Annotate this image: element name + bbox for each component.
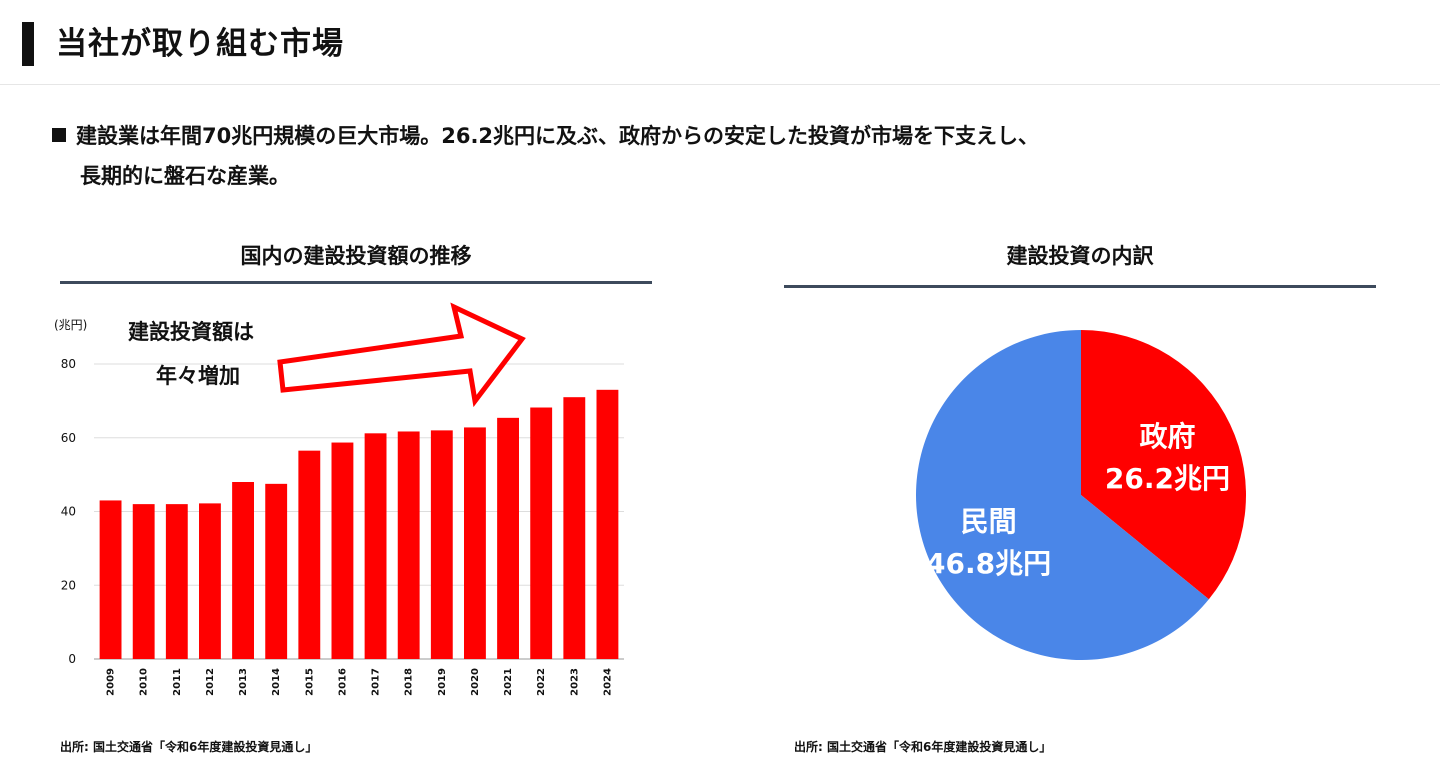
bar-2020 xyxy=(464,427,486,659)
growth-arrow-icon xyxy=(277,302,526,408)
x-tick-label: 2014 xyxy=(271,668,282,696)
bar-2019 xyxy=(430,430,453,659)
bar-2016 xyxy=(331,442,354,659)
x-tick-label: 2020 xyxy=(470,668,481,696)
x-tick-label: 2017 xyxy=(371,668,382,696)
bar-2009 xyxy=(99,500,122,659)
lead-text: 建設業は年間70兆円規模の巨大市場。26.2兆円に及ぶ、政府からの安定した投資が… xyxy=(52,116,1039,196)
annotation-line-2: 年々増加 xyxy=(156,364,240,388)
y-tick-label: 20 xyxy=(61,578,76,592)
x-tick-label: 2011 xyxy=(172,668,183,696)
x-tick-label: 2012 xyxy=(205,668,216,696)
bar-2013 xyxy=(232,482,254,659)
x-tick-label: 2016 xyxy=(337,668,348,696)
bullet-square-icon xyxy=(52,128,66,142)
bar-2023 xyxy=(563,397,586,659)
bar-2018 xyxy=(397,431,420,659)
bar-chart-title-rule xyxy=(60,281,652,284)
x-tick-label: 2013 xyxy=(238,668,249,696)
bar-2012 xyxy=(199,503,221,659)
x-tick-label: 2019 xyxy=(437,668,448,696)
pie-label-value: 26.2兆円 xyxy=(1105,462,1230,495)
pie-chart-title-rule xyxy=(784,285,1376,288)
lead-line-2: 長期的に盤石な産業。 xyxy=(80,164,290,188)
pie-slice-private xyxy=(915,329,1209,660)
y-tick-label: 60 xyxy=(61,431,76,445)
x-tick-label: 2024 xyxy=(602,668,613,696)
page-title: 当社が取り組む市場 xyxy=(56,26,344,62)
x-tick-label: 2009 xyxy=(106,668,117,696)
x-tick-label: 2023 xyxy=(569,668,580,696)
bar-2014 xyxy=(265,483,288,659)
bar-chart-annotation: 建設投資額は 年々増加 xyxy=(128,310,254,398)
pie-slice-government xyxy=(1081,330,1246,600)
bar-2021 xyxy=(497,417,519,659)
y-tick-label: 80 xyxy=(61,357,76,371)
pie-chart-source: 出所: 国土交通省「令和6年度建設投資見通し」 xyxy=(794,740,1052,754)
x-tick-label: 2022 xyxy=(536,668,547,696)
lead-line-1: 建設業は年間70兆円規模の巨大市場。26.2兆円に及ぶ、政府からの安定した投資が… xyxy=(76,124,1040,148)
pie-label-name: 民間 xyxy=(961,505,1017,538)
x-tick-label: 2015 xyxy=(304,668,315,696)
bar-chart-unit: (兆円) xyxy=(54,318,88,332)
bar-2011 xyxy=(165,504,188,659)
bar-2010 xyxy=(132,504,155,659)
bar-chart-source: 出所: 国土交通省「令和6年度建設投資見通し」 xyxy=(60,740,318,754)
title-accent-bar xyxy=(22,22,34,66)
bar-2024 xyxy=(596,389,619,659)
y-tick-label: 40 xyxy=(61,505,76,519)
x-tick-label: 2021 xyxy=(503,668,514,696)
bar-2015 xyxy=(298,450,321,659)
x-tick-label: 2010 xyxy=(139,668,150,696)
pie-label-name: 政府 xyxy=(1139,420,1195,453)
bar-2017 xyxy=(364,433,387,659)
annotation-line-1: 建設投資額は xyxy=(128,320,254,344)
bar-2022 xyxy=(530,407,553,659)
pie-chart-title: 建設投資の内訳 xyxy=(1006,244,1154,268)
pie-label-value: 46.8兆円 xyxy=(926,547,1051,580)
bar-chart-title: 国内の建設投資額の推移 xyxy=(240,244,472,268)
header-divider xyxy=(0,84,1440,85)
x-tick-label: 2018 xyxy=(404,668,415,696)
y-tick-label: 0 xyxy=(68,652,76,666)
